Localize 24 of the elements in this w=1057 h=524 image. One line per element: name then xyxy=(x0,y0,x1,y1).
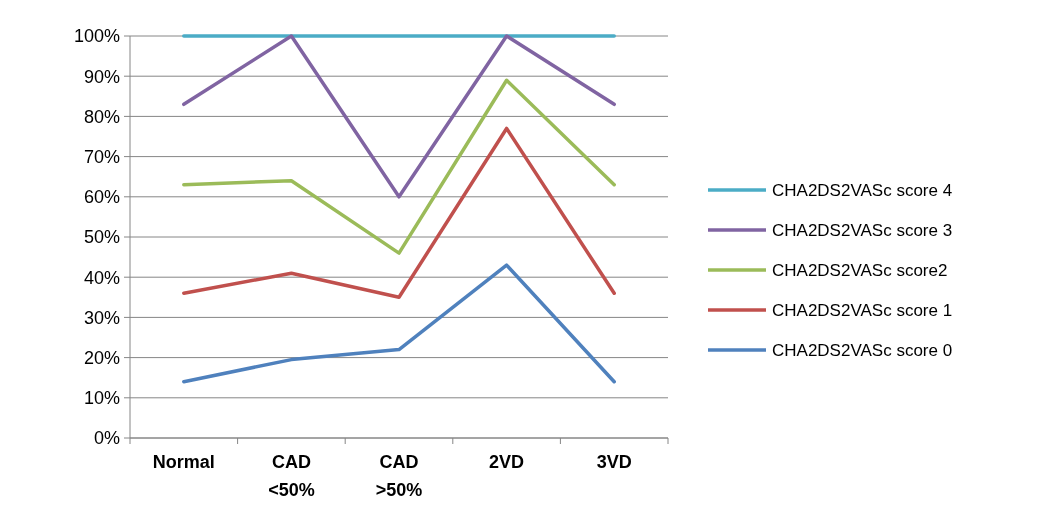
x-tick-label: CAD >50% xyxy=(375,452,423,500)
line-series xyxy=(182,78,616,255)
y-tick-label: 70% xyxy=(83,146,120,167)
x-tick-label: 3VD xyxy=(596,452,632,472)
y-tick-label: 40% xyxy=(83,267,120,288)
x-tick-label: CAD <50% xyxy=(268,452,315,500)
y-tick-label: 0% xyxy=(93,428,120,449)
y-tick-label: 80% xyxy=(83,106,120,127)
y-tick-label: 100% xyxy=(73,26,120,47)
line-series xyxy=(182,126,616,300)
y-tick-label: 20% xyxy=(83,347,120,368)
line-series xyxy=(182,263,616,384)
x-tick-label: 2VD xyxy=(489,452,525,472)
x-tick-label: Normal xyxy=(152,452,215,472)
y-tick-label: 50% xyxy=(83,227,120,248)
legend-label: CHA2DS2VASc score 3 xyxy=(772,220,953,240)
y-tick-label: 90% xyxy=(83,66,120,87)
legend-label: CHA2DS2VASc score2 xyxy=(772,260,948,280)
y-tick-label: 60% xyxy=(83,187,120,208)
legend-label: CHA2DS2VASc score 0 xyxy=(772,340,953,360)
legend-label: CHA2DS2VASc score 4 xyxy=(772,180,953,200)
legend-label: CHA2DS2VASc score 1 xyxy=(772,300,953,320)
y-tick-label: 10% xyxy=(83,388,120,409)
y-tick-label: 30% xyxy=(83,307,120,328)
